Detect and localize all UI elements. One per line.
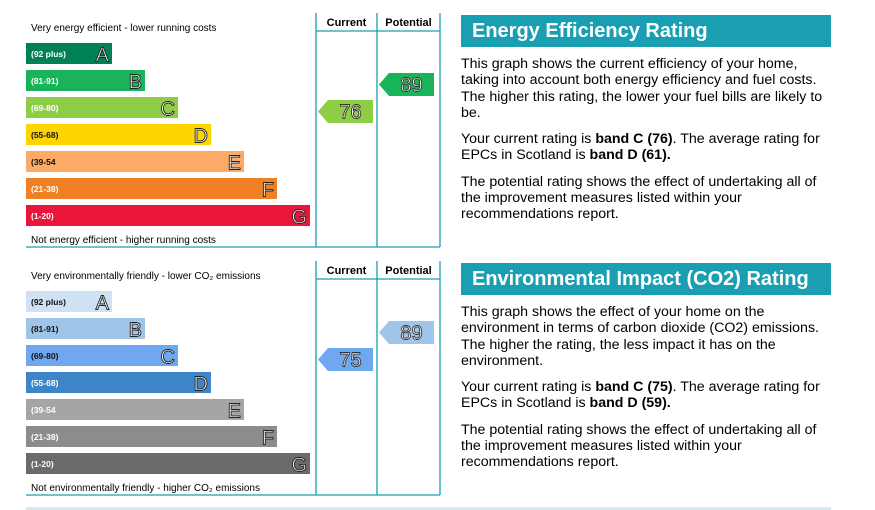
energy-rating-intro: Your current rating is — [461, 131, 596, 148]
energy-band-b-bar — [26, 70, 145, 91]
energy-band-d-letter: D — [194, 126, 208, 148]
energy-band-a-letter: A — [96, 45, 110, 67]
env-band-c-bar — [26, 345, 178, 366]
energy-band-c-range: (69-80) — [31, 103, 59, 113]
env-band-a-range: (92 plus) — [31, 297, 66, 307]
energy-description: This graph shows the current efficiency … — [461, 56, 823, 121]
energy-band-d-range: (55-68) — [31, 130, 59, 140]
energy-bottom-label: Not energy efficient - higher running co… — [31, 235, 216, 246]
env-band-f-bar — [26, 426, 277, 447]
energy-panel-title: Energy Efficiency Rating — [461, 15, 831, 47]
env-band-g-range: (1-20) — [31, 459, 54, 469]
environmental-rating-chart: Current Potential Very environmentally fri… — [26, 261, 441, 496]
energy-band-g-range: (1-20) — [31, 211, 54, 221]
energy-header-potential: Potential — [385, 17, 431, 29]
energy-current-arrow — [318, 100, 373, 123]
env-band-g-letter: G — [291, 455, 307, 477]
environmental-current-band: band C (75) — [595, 379, 673, 396]
env-band-f-range: (21-38) — [31, 432, 59, 442]
energy-header-current: Current — [327, 17, 367, 29]
energy-top-label: Very energy efficient - lower running co… — [31, 23, 216, 34]
env-band-d-range: (55-68) — [31, 378, 59, 388]
env-header-current: Current — [327, 265, 367, 277]
environmental-rating-graph: Current Potential Very environmentally fri… — [26, 261, 441, 496]
bottom-divider — [26, 507, 831, 510]
env-band-g-bar — [26, 453, 310, 474]
energy-band-a-range: (92 plus) — [31, 49, 66, 59]
environmental-impact-panel: Environmental Impact (CO2) Rating This g… — [461, 263, 831, 471]
energy-band-f-bar — [26, 178, 277, 199]
environmental-description: This graph shows the effect of your home… — [461, 304, 819, 369]
environmental-average-band: band D (59). — [589, 395, 671, 412]
env-header-potential: Potential — [385, 265, 431, 277]
env-band-b-bar — [26, 318, 145, 339]
environmental-potential-text: The potential rating shows the effect of… — [461, 421, 817, 471]
env-band-b-range: (81-91) — [31, 324, 59, 334]
energy-band-e-range: (39-54 — [31, 157, 56, 167]
energy-average-intro: . The average rating for EPCs in Scotlan… — [461, 131, 820, 164]
energy-potential-arrow — [379, 73, 434, 96]
env-potential-value: 89 — [400, 323, 422, 345]
env-band-b-letter: B — [129, 320, 142, 342]
energy-band-e-letter: E — [228, 153, 241, 175]
energy-band-d-bar — [26, 124, 211, 145]
env-bottom-label: Not environmentally friendly - higher CO… — [31, 483, 260, 494]
env-band-a-letter: A — [96, 293, 110, 315]
environmental-current-rating-text: Your current rating is band C (75). The … — [461, 379, 831, 412]
env-potential-arrow — [379, 321, 434, 344]
env-band-a-bar — [26, 291, 112, 312]
environmental-rating-intro: Your current rating is — [461, 379, 596, 396]
energy-potential-value: 89 — [400, 75, 422, 97]
env-band-c-letter: C — [161, 347, 175, 369]
env-current-arrow — [318, 348, 373, 371]
env-band-c-range: (69-80) — [31, 351, 59, 361]
energy-band-e-bar — [26, 151, 244, 172]
energy-efficiency-panel: Energy Efficiency Rating This graph show… — [461, 15, 831, 223]
env-band-e-letter: E — [228, 401, 241, 423]
energy-band-b-letter: B — [129, 72, 142, 94]
energy-band-b-range: (81-91) — [31, 76, 59, 86]
energy-band-a-bar — [26, 43, 112, 64]
energy-current-value: 76 — [339, 102, 361, 124]
env-band-d-bar — [26, 372, 211, 393]
env-top-label: Very environmentally friendly - lower CO… — [31, 271, 261, 282]
energy-potential-text: The potential rating shows the effect of… — [461, 173, 817, 223]
energy-band-f-range: (21-38) — [31, 184, 59, 194]
env-band-d-letter: D — [194, 374, 208, 396]
energy-band-g-letter: G — [291, 207, 307, 229]
energy-band-f-letter: F — [262, 180, 274, 202]
energy-band-g-bar — [26, 205, 310, 226]
energy-rating-chart: Current Potential Very energy efficient - … — [26, 13, 441, 248]
environmental-panel-title: Environmental Impact (CO2) Rating — [461, 263, 831, 295]
energy-current-band: band C (76) — [595, 131, 673, 148]
energy-band-c-bar — [26, 97, 178, 118]
environmental-average-intro: . The average rating for EPCs in Scotlan… — [461, 379, 820, 412]
env-band-f-letter: F — [262, 428, 274, 450]
env-band-e-range: (39-54 — [31, 405, 56, 415]
energy-rating-graph: Current Potential Very energy efficient - … — [26, 13, 441, 248]
energy-average-band: band D (61). — [589, 147, 671, 164]
env-current-value: 75 — [339, 350, 361, 372]
env-band-e-bar — [26, 399, 244, 420]
energy-band-c-letter: C — [161, 99, 175, 121]
energy-current-rating-text: Your current rating is band C (76). The … — [461, 131, 831, 164]
